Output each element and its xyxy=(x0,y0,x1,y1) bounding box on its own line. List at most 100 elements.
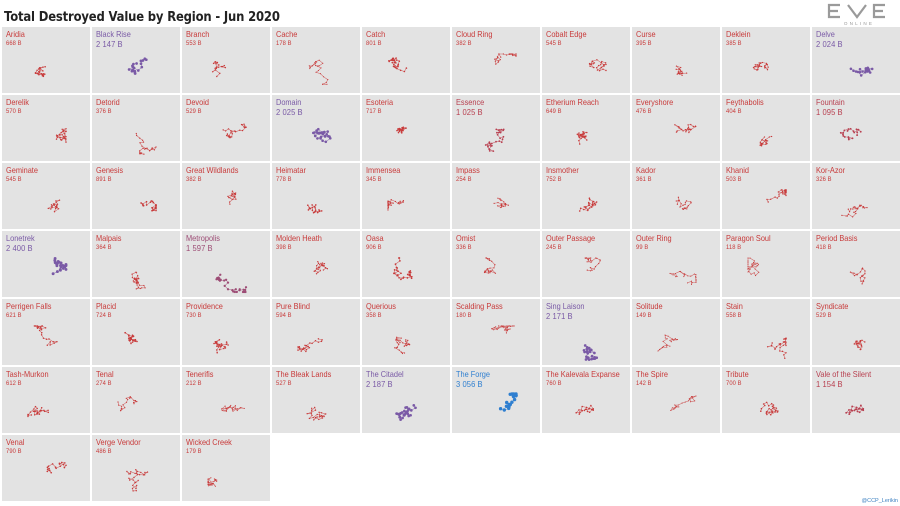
system-point xyxy=(409,274,411,277)
system-point xyxy=(774,196,776,198)
system-point xyxy=(584,206,587,208)
system-point xyxy=(589,407,591,410)
system-point xyxy=(676,130,678,132)
system-point xyxy=(782,193,784,195)
system-point xyxy=(765,143,767,145)
system-point xyxy=(591,260,593,262)
region-value: 1 597 B xyxy=(186,243,213,253)
system-point xyxy=(760,62,762,64)
region-map xyxy=(588,59,607,72)
system-point xyxy=(403,352,406,354)
system-point xyxy=(858,407,861,410)
system-point xyxy=(664,337,666,339)
system-point xyxy=(145,204,148,206)
system-point xyxy=(119,410,122,412)
system-point xyxy=(747,261,749,263)
system-point xyxy=(595,201,598,203)
system-point xyxy=(500,128,503,131)
system-point xyxy=(861,267,864,269)
system-point xyxy=(398,257,401,259)
system-point xyxy=(231,409,233,411)
system-point xyxy=(781,192,783,194)
system-point xyxy=(62,264,66,268)
system-point xyxy=(315,268,318,270)
system-point xyxy=(323,265,325,267)
system-point xyxy=(55,201,58,203)
system-point xyxy=(600,61,602,64)
system-point xyxy=(218,64,220,66)
system-point xyxy=(305,348,308,351)
system-point xyxy=(400,337,402,339)
system-point xyxy=(684,203,686,206)
region-cell: Solitude 149 B xyxy=(632,299,720,365)
system-point xyxy=(219,72,221,75)
system-point xyxy=(675,131,678,133)
system-point xyxy=(309,207,312,210)
system-point xyxy=(44,73,46,75)
system-point xyxy=(213,478,215,480)
system-point xyxy=(494,272,497,274)
system-point xyxy=(760,407,763,410)
system-point xyxy=(46,470,49,473)
system-point xyxy=(312,211,315,214)
system-point xyxy=(496,56,499,58)
system-point xyxy=(40,406,43,409)
system-point xyxy=(578,409,580,411)
system-point xyxy=(137,277,139,279)
system-point xyxy=(314,416,317,419)
system-point xyxy=(136,284,138,286)
system-point xyxy=(505,202,507,205)
system-point xyxy=(759,144,761,147)
system-point xyxy=(402,201,404,203)
system-point xyxy=(777,191,780,193)
system-point xyxy=(674,124,676,126)
system-point xyxy=(40,327,42,330)
system-point xyxy=(64,136,66,138)
region-connections xyxy=(676,197,692,210)
system-point xyxy=(317,127,320,131)
system-point xyxy=(858,411,861,414)
system-point xyxy=(52,203,55,205)
system-point xyxy=(854,206,856,208)
system-point xyxy=(484,144,487,146)
system-point xyxy=(695,280,697,282)
system-point xyxy=(297,349,299,351)
system-point xyxy=(594,204,597,206)
region-cell: Aridia 668 B xyxy=(2,27,90,93)
system-point xyxy=(591,201,594,203)
system-point xyxy=(315,63,317,65)
system-point xyxy=(63,466,66,469)
system-point xyxy=(311,206,314,209)
system-point xyxy=(231,130,233,132)
system-point xyxy=(63,132,66,135)
system-point xyxy=(63,462,66,464)
system-point xyxy=(662,345,664,347)
region-cell: Delve 2 024 B xyxy=(812,27,900,93)
region-map xyxy=(491,325,515,334)
system-point xyxy=(675,68,677,70)
region-map xyxy=(306,204,323,214)
system-point xyxy=(405,340,407,343)
system-point xyxy=(226,281,230,284)
system-point xyxy=(53,204,55,206)
system-point xyxy=(672,274,674,276)
system-point xyxy=(224,347,227,349)
region-cell: Cobalt Edge 545 B xyxy=(542,27,630,93)
system-point xyxy=(765,62,768,65)
system-point xyxy=(387,202,389,204)
system-point xyxy=(318,59,320,61)
system-point xyxy=(759,143,761,145)
region-connections xyxy=(387,199,404,210)
system-point xyxy=(47,411,50,414)
system-point xyxy=(318,266,321,269)
system-point xyxy=(394,66,397,69)
system-point xyxy=(767,405,770,407)
system-point xyxy=(749,257,751,259)
region-map xyxy=(313,261,329,275)
system-point xyxy=(44,327,47,329)
system-point xyxy=(762,403,765,405)
system-point xyxy=(221,65,224,68)
system-point xyxy=(599,259,601,261)
region-value: 179 B xyxy=(186,448,202,455)
system-point xyxy=(591,60,594,62)
